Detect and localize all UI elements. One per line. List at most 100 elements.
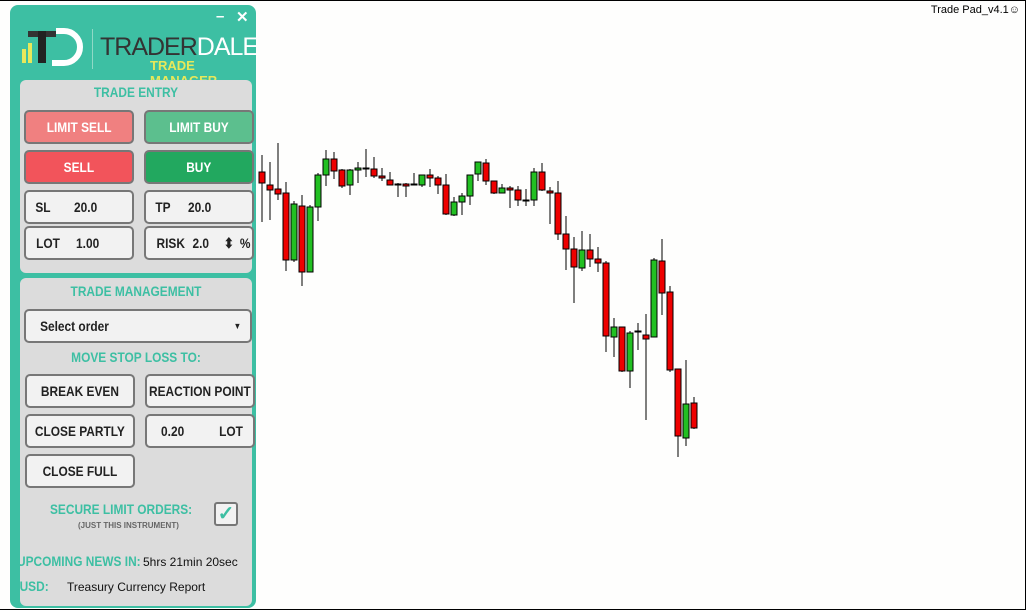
candle-body — [402, 183, 410, 187]
candle-body — [314, 174, 322, 208]
sl-field[interactable]: SL 20.0 — [24, 190, 134, 224]
lot-value: 1.00 — [76, 235, 100, 251]
candle-body — [386, 179, 394, 186]
tp-value: 20.0 — [187, 199, 212, 215]
reaction-point-button[interactable]: REACTION POINT — [145, 374, 255, 408]
candle — [650, 258, 658, 338]
partial-lot-field[interactable]: 0.20 LOT — [145, 414, 255, 448]
candle-body — [506, 187, 514, 191]
news-currency: USD: — [19, 578, 49, 594]
candle — [642, 314, 650, 420]
candle-body — [674, 368, 682, 437]
candle — [602, 261, 610, 352]
candle-body — [346, 169, 354, 186]
label: LIMIT SELL — [46, 119, 112, 135]
label: SELL — [63, 159, 95, 175]
trade-management-title: TRADE MANAGEMENT — [70, 283, 202, 299]
candle — [466, 174, 474, 205]
candle — [514, 186, 522, 206]
limit-buy-button[interactable]: LIMIT BUY — [144, 110, 254, 144]
brand-light: DALE — [196, 33, 259, 61]
candle — [586, 234, 594, 267]
secure-limit-checkbox[interactable]: ✓ — [214, 502, 238, 526]
lot-field[interactable]: LOT 1.00 — [24, 226, 134, 260]
candle-body — [634, 330, 642, 333]
candle — [442, 174, 450, 215]
candle-body — [362, 167, 370, 170]
candle — [482, 159, 490, 185]
label: BREAK EVEN — [40, 383, 120, 399]
candle — [666, 286, 674, 372]
candle-body — [370, 168, 378, 177]
candle — [362, 149, 370, 177]
limit-sell-button[interactable]: LIMIT SELL — [24, 110, 134, 144]
candle-body — [498, 187, 506, 194]
risk-label: RISK — [156, 235, 185, 251]
candle — [410, 173, 418, 186]
candle — [634, 323, 642, 350]
candle — [338, 169, 346, 188]
candle-body — [434, 177, 442, 186]
candle — [306, 205, 314, 273]
candle-body — [354, 167, 362, 171]
candle-body — [586, 249, 594, 260]
close-button[interactable]: ✕ — [236, 9, 249, 26]
trade-entry-title: TRADE ENTRY — [93, 84, 179, 100]
candle — [314, 173, 322, 221]
candle-body — [378, 175, 386, 179]
candle-body — [570, 248, 578, 268]
candle — [378, 168, 386, 181]
candle-body — [290, 203, 298, 261]
candle-body — [330, 158, 338, 172]
candle — [578, 231, 586, 271]
candle-body — [530, 171, 538, 201]
candle — [554, 181, 562, 240]
candle-body — [450, 201, 458, 216]
candle — [370, 157, 378, 178]
sell-button[interactable]: SELL — [24, 150, 134, 184]
candle-body — [426, 174, 434, 179]
tp-label: TP — [155, 199, 171, 215]
close-full-button[interactable]: CLOSE FULL — [25, 454, 135, 488]
spinner-icon[interactable]: ⬍ — [223, 234, 234, 251]
candle — [258, 155, 266, 222]
candle-body — [282, 192, 290, 261]
candle-body — [266, 184, 274, 191]
candle-body — [458, 195, 466, 203]
candle-body — [594, 258, 602, 264]
check-icon: ✓ — [217, 503, 235, 525]
candle-body — [442, 184, 450, 215]
candle-body — [482, 162, 490, 182]
buy-button[interactable]: BUY — [144, 150, 254, 184]
candle-body — [322, 158, 330, 176]
candle — [402, 183, 410, 197]
candle-body — [274, 188, 282, 195]
candle — [346, 169, 354, 195]
td-logo-icon — [22, 28, 83, 66]
trade-manager-panel: – ✕ TRADERDALE TRADE MANAGER TRADE ENTRY… — [10, 5, 259, 608]
minimize-button[interactable]: – — [216, 8, 225, 25]
move-sl-title: MOVE STOP LOSS TO: — [71, 349, 201, 365]
candle-body — [618, 326, 626, 372]
close-partly-button[interactable]: CLOSE PARTLY — [25, 414, 135, 448]
secure-limit-sub: (JUST THIS INSTRUMENT) — [78, 521, 179, 530]
candle-body — [554, 192, 562, 235]
candle-body — [418, 174, 426, 186]
candle — [530, 168, 538, 206]
risk-field[interactable]: RISK 2.0 ⬍% — [144, 226, 254, 260]
candle — [474, 161, 482, 181]
candle — [426, 169, 434, 187]
candle-body — [514, 189, 522, 201]
label: CLOSE PARTLY — [35, 423, 125, 439]
candle-body — [394, 183, 402, 186]
label: REACTION POINT — [149, 383, 251, 399]
tp-field[interactable]: TP 20.0 — [144, 190, 254, 224]
order-select[interactable]: Select order ▼ — [24, 309, 252, 343]
candle — [490, 180, 498, 194]
break-even-button[interactable]: BREAK EVEN — [25, 374, 135, 408]
candle — [674, 368, 682, 457]
label: BUY — [186, 159, 212, 175]
candle — [626, 331, 634, 388]
candle — [610, 318, 618, 357]
